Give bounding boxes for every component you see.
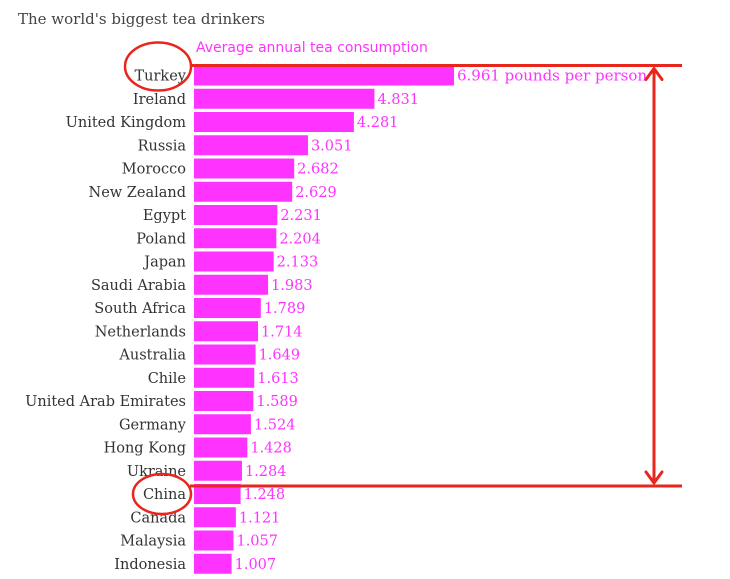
category-label-saudi-arabia: Saudi Arabia [91,278,186,294]
category-label-germany: Germany [119,417,187,433]
value-label-egypt: 2.231 [280,208,322,224]
value-label-canada: 1.121 [239,510,281,526]
category-label-united-arab-emirates: United Arab Emirates [25,394,186,410]
bar-netherlands [194,321,258,341]
category-label-morocco: Morocco [122,162,186,178]
category-label-united-kingdom: United Kingdom [66,115,187,131]
value-label-turkey: 6.961 pounds per person [457,69,647,85]
value-label-poland: 2.204 [279,231,321,247]
bar-russia [194,135,308,155]
bar-germany [194,414,251,434]
value-label-ukraine: 1.284 [245,464,287,480]
bar-hong-kong [194,438,247,458]
bar-chile [194,368,254,388]
bar-united-kingdom [194,112,354,132]
value-label-hong-kong: 1.428 [250,441,292,457]
bar-japan [194,252,274,272]
category-label-poland: Poland [136,231,186,247]
category-label-netherlands: Netherlands [95,324,186,340]
category-label-chile: Chile [148,371,186,387]
value-label-saudi-arabia: 1.983 [271,278,313,294]
bar-egypt [194,205,277,225]
category-label-turkey: Turkey [134,69,186,85]
value-label-netherlands: 1.714 [261,324,303,340]
bar-turkey [194,66,454,86]
value-label-japan: 2.133 [277,255,319,271]
chart-title: The world's biggest tea drinkers [18,10,265,28]
value-label-south-africa: 1.789 [264,301,306,317]
category-label-ireland: Ireland [133,92,186,108]
category-label-egypt: Egypt [143,208,186,224]
category-label-indonesia: Indonesia [114,557,186,573]
category-label-malaysia: Malaysia [120,534,186,550]
value-label-germany: 1.524 [254,417,296,433]
category-label-south-africa: South Africa [94,301,186,317]
value-label-australia: 1.649 [259,348,301,364]
value-label-united-kingdom: 4.281 [357,115,399,131]
value-label-malaysia: 1.057 [236,534,278,550]
value-label-new-zealand: 2.629 [295,185,337,201]
bar-poland [194,228,276,248]
category-label-japan: Japan [142,255,186,271]
category-label-china: China [143,487,186,503]
value-label-indonesia: 1.007 [235,557,277,573]
bar-malaysia [194,531,233,551]
bar-united-arab-emirates [194,391,253,411]
value-label-united-arab-emirates: 1.589 [256,394,298,410]
bar-saudi-arabia [194,275,268,295]
value-label-morocco: 2.682 [297,162,339,178]
bar-ireland [194,89,374,109]
bar-ukraine [194,461,242,481]
bar-morocco [194,159,294,179]
value-label-china: 1.248 [244,487,286,503]
category-labels: Turkey Ireland United Kingdom Russia Morocco… [25,69,187,573]
bar-new-zealand [194,182,292,202]
category-label-russia: Russia [138,138,187,154]
bar-south-africa [194,298,261,318]
category-label-hong-kong: Hong Kong [104,441,186,457]
bar-australia [194,345,256,365]
category-label-australia: Australia [118,348,186,364]
value-label-russia: 3.051 [311,138,353,154]
bar-indonesia [194,554,232,574]
chart-subtitle: Average annual tea consumption [196,40,428,56]
value-label-chile: 1.613 [257,371,299,387]
value-label-ireland: 4.831 [377,92,419,108]
category-label-new-zealand: New Zealand [89,185,187,201]
bar-canada [194,507,236,527]
